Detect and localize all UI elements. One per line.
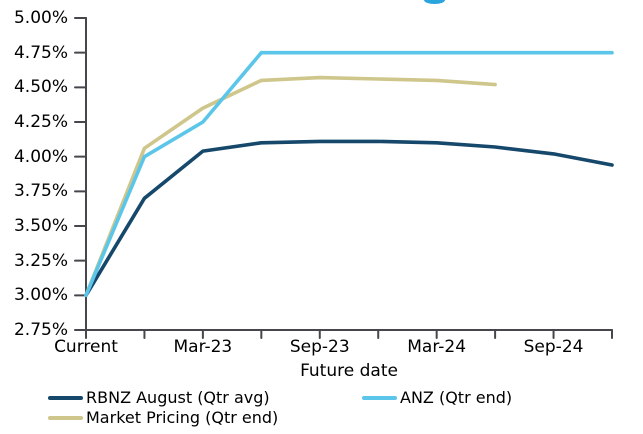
y-tick-label: 3.75% bbox=[13, 181, 68, 202]
y-tick-label: 4.25% bbox=[13, 112, 68, 132]
legend-label-market-pricing: Market Pricing (Qtr end) bbox=[86, 408, 279, 427]
y-tick-label: 3.25% bbox=[13, 250, 68, 271]
x-tick-label: Mar-24 bbox=[407, 337, 467, 357]
legend-item-anz: ANZ (Qtr end) bbox=[362, 388, 512, 408]
series-line-market-pricing-qtr-end bbox=[84, 75, 497, 298]
series-line-anz-qtr-end bbox=[84, 50, 614, 298]
series-line-rbnz-august-qtr-avg bbox=[84, 139, 614, 298]
legend-item-market-pricing: Market Pricing (Qtr end) bbox=[48, 408, 278, 428]
x-tick-label: Sep-24 bbox=[523, 337, 584, 357]
market-pricing-line-swatch-icon bbox=[48, 416, 83, 420]
x-tick-label: Mar-23 bbox=[173, 337, 233, 357]
legend-label-anz: ANZ (Qtr end) bbox=[400, 388, 513, 407]
axis-lines bbox=[85, 17, 613, 331]
cutoff-title-fragment bbox=[424, 0, 445, 4]
y-tick-label: 5.00% bbox=[13, 8, 68, 28]
x-tick-label: Sep-23 bbox=[289, 337, 350, 357]
x-axis-title: Future date bbox=[300, 361, 398, 381]
y-tick-label: 4.00% bbox=[13, 146, 68, 167]
anz-line-swatch-icon bbox=[362, 396, 397, 400]
y-tick-label: 2.75% bbox=[13, 320, 68, 340]
y-tick-label: 3.00% bbox=[13, 285, 68, 306]
rbnz-line-swatch-icon bbox=[48, 396, 83, 400]
legend-label-rbnz: RBNZ August (Qtr avg) bbox=[86, 388, 270, 407]
y-tick-label: 4.75% bbox=[13, 42, 68, 63]
y-tick-label: 4.50% bbox=[13, 77, 68, 98]
axis-ticks bbox=[74, 17, 613, 339]
x-tick-label: Current bbox=[54, 337, 118, 357]
legend-item-rbnz: RBNZ August (Qtr avg) bbox=[48, 388, 270, 408]
y-tick-label: 3.50% bbox=[13, 216, 68, 236]
